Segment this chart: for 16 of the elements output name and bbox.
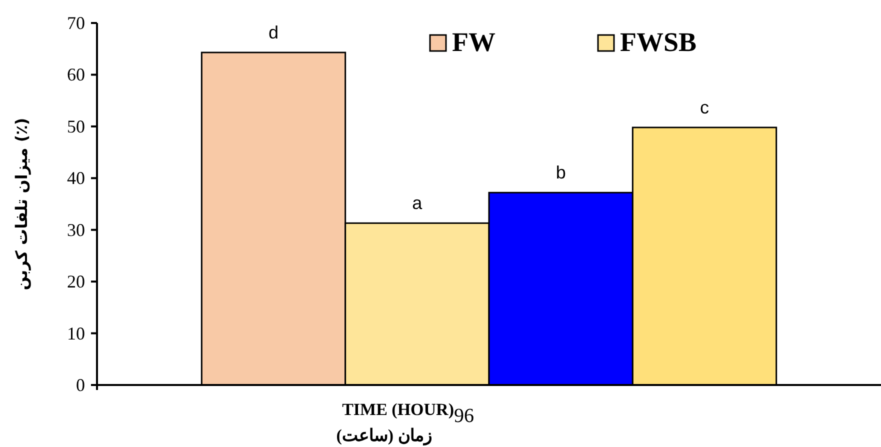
y-tick-label: 40 — [67, 168, 85, 188]
data-label: d — [268, 22, 279, 42]
y-tick-label: 70 — [67, 13, 85, 33]
data-label: a — [412, 193, 424, 214]
legend-label: FW — [452, 27, 496, 57]
y-tick-label: 30 — [67, 220, 85, 240]
y-tick-label: 20 — [67, 272, 85, 292]
data-label: c — [700, 97, 709, 118]
y-axis-title: میزان تلفات کربن (٪) — [12, 118, 31, 290]
x-tick-label: 96 — [454, 405, 474, 427]
data-label: b — [556, 162, 566, 183]
legend-label: FWSB — [620, 27, 697, 57]
y-tick-label: 10 — [67, 323, 85, 344]
y-tick-label: 50 — [67, 116, 85, 136]
y-tick-label: 0 — [76, 375, 85, 395]
y-tick-label: 60 — [67, 64, 85, 85]
